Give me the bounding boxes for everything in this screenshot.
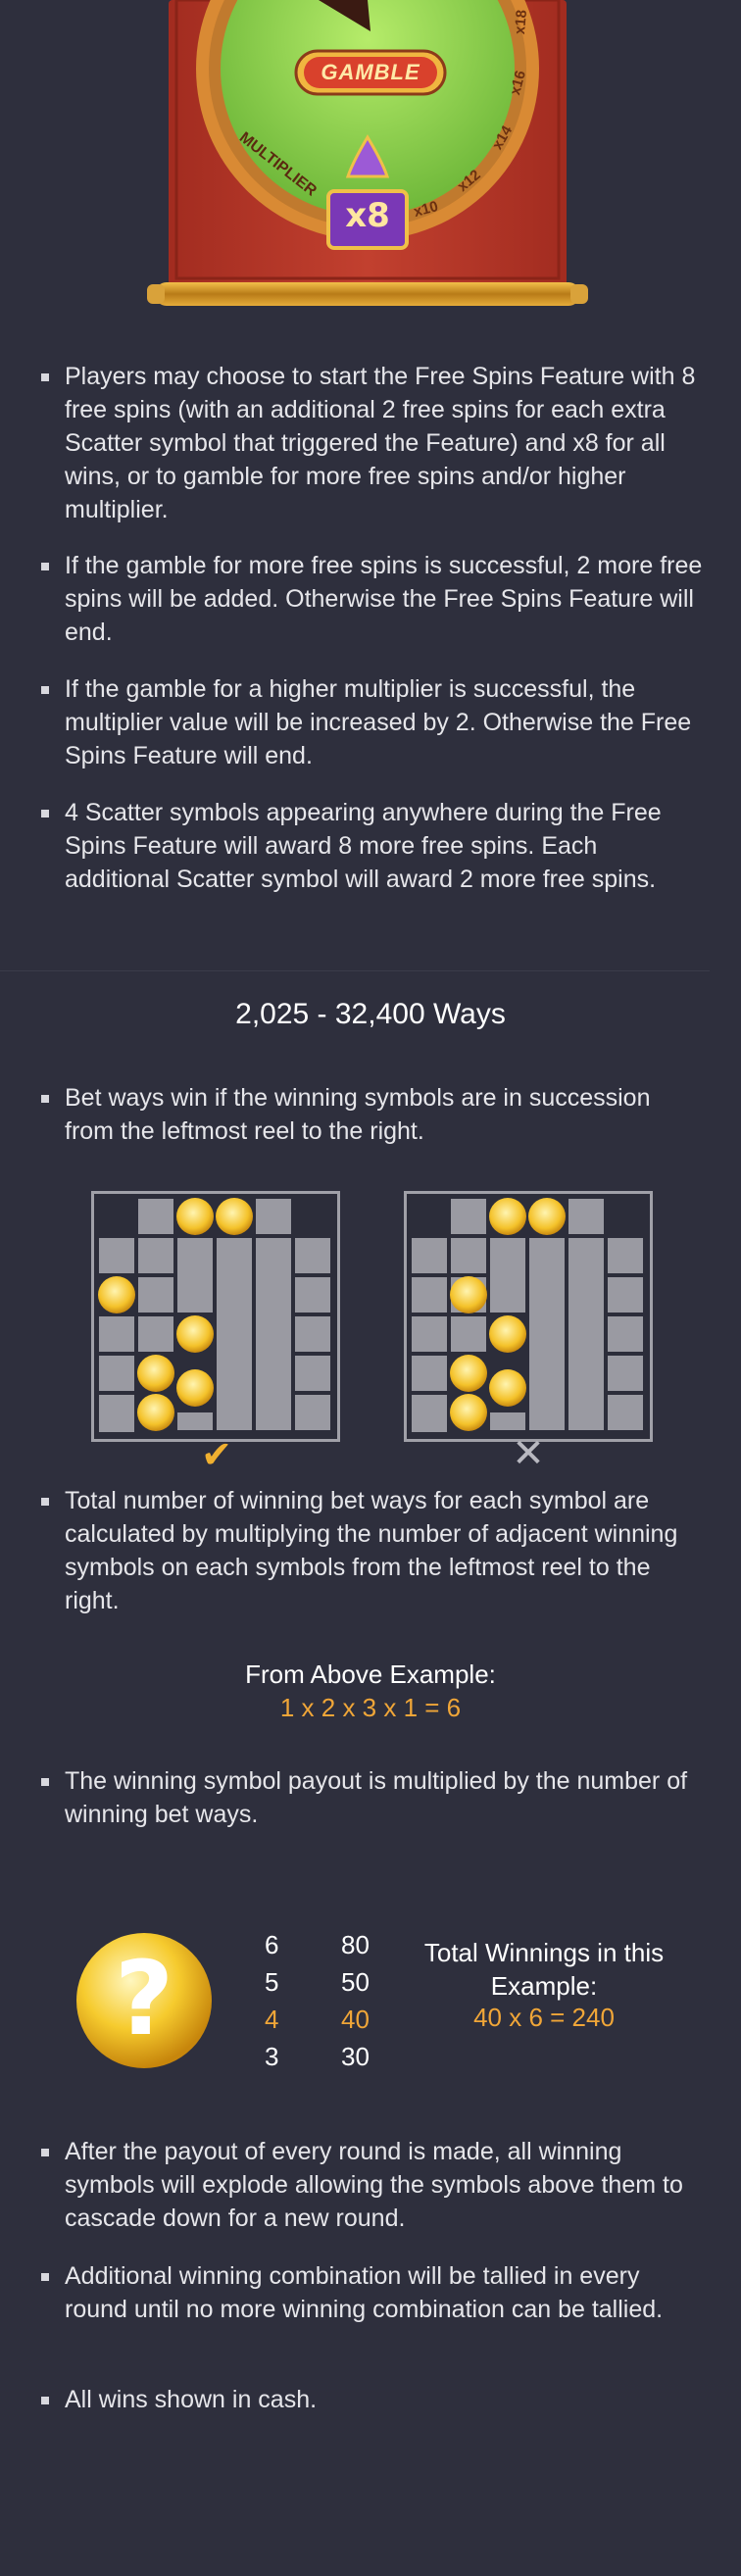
list-item: Total number of winning bet ways for eac… bbox=[39, 1484, 706, 1617]
gamble-wheel-illustration: GAMBLE MULTIPLIER x8 x10 x12 x14 x16 x18 bbox=[147, 0, 588, 323]
gamble-button: GAMBLE bbox=[321, 60, 420, 84]
wrong-cross-icon: ✕ bbox=[512, 1431, 545, 1476]
example-title: From Above Example: bbox=[245, 1660, 496, 1689]
paytable-row: 3 30 bbox=[265, 2042, 370, 2071]
bullet-icon bbox=[41, 1095, 49, 1103]
list-item: If the gamble for more free spins is suc… bbox=[39, 549, 706, 649]
bullet-icon bbox=[41, 1778, 49, 1786]
list-item: Bet ways win if the winning symbols are … bbox=[39, 1081, 706, 1148]
bullet-icon bbox=[41, 686, 49, 694]
correct-check-icon: ✔ bbox=[201, 1433, 232, 1476]
list-item: All wins shown in cash. bbox=[39, 2383, 706, 2416]
bullet-icon bbox=[41, 2397, 49, 2404]
bullet-icon bbox=[41, 373, 49, 381]
section-divider bbox=[0, 970, 710, 971]
paytable-row: 5 50 bbox=[265, 1967, 370, 1997]
list-item: Additional winning combination will be t… bbox=[39, 2259, 706, 2326]
bullet-icon bbox=[41, 1498, 49, 1506]
total-winnings-title: Total Winnings in this Example: bbox=[423, 1938, 665, 2001]
list-item: The winning symbol payout is multiplied … bbox=[39, 1764, 706, 1831]
paytable-row-highlighted: 4 40 bbox=[265, 2005, 370, 2034]
reel-example-wrong bbox=[404, 1191, 653, 1442]
list-item: If the gamble for a higher multiplier is… bbox=[39, 672, 706, 772]
bullet-icon bbox=[41, 563, 49, 570]
ring-value-x18: x18 bbox=[511, 9, 531, 35]
bullet-icon bbox=[41, 2273, 49, 2281]
paytable: 6 80 5 50 4 40 3 30 bbox=[257, 1926, 384, 2075]
paytable-row: 6 80 bbox=[265, 1930, 370, 1959]
mystery-symbol-icon: ? bbox=[74, 1931, 214, 2070]
total-winnings-formula: 40 x 6 = 240 bbox=[473, 2003, 615, 2032]
ways-title: 2,025 - 32,400 Ways bbox=[235, 998, 506, 1030]
example-formula: 1 x 2 x 3 x 1 = 6 bbox=[279, 1693, 462, 1722]
bullet-icon bbox=[41, 810, 49, 817]
list-item: After the payout of every round is made,… bbox=[39, 2135, 706, 2235]
list-item: 4 Scatter symbols appearing anywhere dur… bbox=[39, 796, 706, 896]
list-item: Players may choose to start the Free Spi… bbox=[39, 360, 706, 526]
reel-example-correct bbox=[91, 1191, 340, 1442]
multiplier-badge: x8 bbox=[345, 196, 390, 235]
bullet-icon bbox=[41, 2149, 49, 2156]
